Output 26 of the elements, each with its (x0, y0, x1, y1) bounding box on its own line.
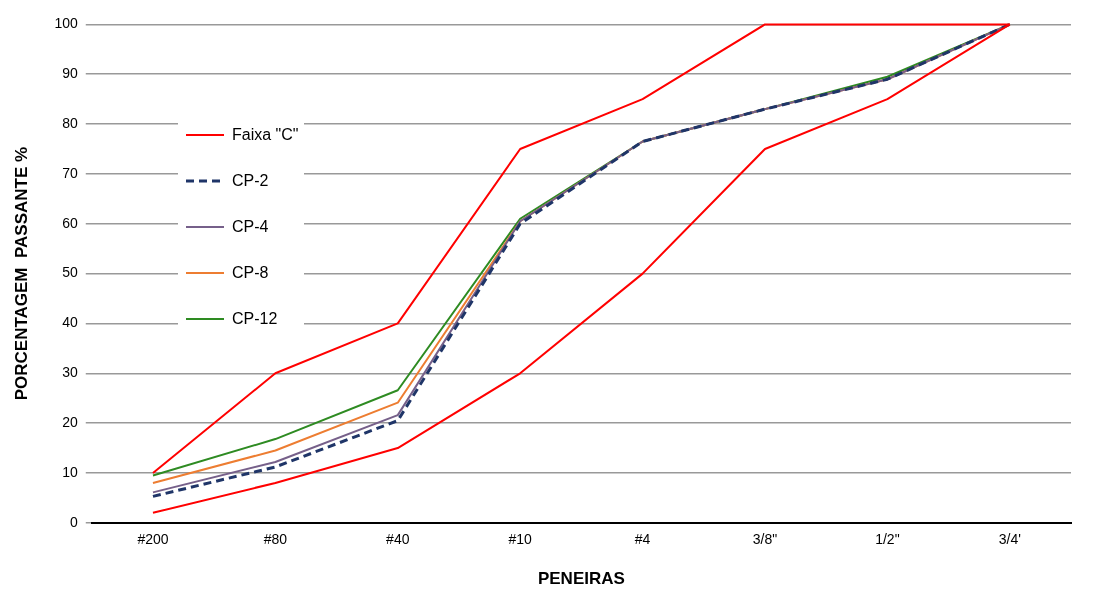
y-tick-label: 0 (69, 513, 78, 530)
x-tick-label: #4 (634, 531, 651, 548)
x-tick-label: 3/8" (752, 531, 778, 548)
y-tick-label: 80 (62, 114, 78, 131)
x-tick-label: #200 (137, 531, 169, 548)
legend-label: Faixa "C" (232, 126, 299, 144)
x-tick-label: 1/2" (875, 531, 900, 548)
legend-label: CP-12 (232, 310, 278, 328)
y-tick-label: 50 (62, 264, 78, 281)
y-axis-title: PORCENTAGEM PASSANTE % (11, 146, 31, 401)
x-tick-label: #40 (386, 531, 410, 548)
y-tick-label: 30 (62, 364, 78, 381)
x-axis-title: PENEIRAS (537, 569, 625, 589)
y-tick-label: 90 (62, 65, 78, 82)
y-tick-label: 60 (62, 214, 78, 231)
y-tick-label: 70 (62, 164, 78, 181)
y-tick-label: 100 (54, 15, 78, 32)
y-tick-label: 20 (62, 413, 78, 430)
x-tick-label: 3/4' (998, 531, 1021, 548)
legend-label: CP-2 (232, 172, 269, 190)
y-tick-label: 10 (62, 463, 78, 480)
y-tick-label: 40 (62, 314, 78, 331)
x-tick-label: #80 (263, 531, 288, 548)
legend-label: CP-4 (232, 218, 269, 236)
x-tick-label: #10 (508, 531, 533, 548)
legend-label: CP-8 (232, 264, 269, 282)
